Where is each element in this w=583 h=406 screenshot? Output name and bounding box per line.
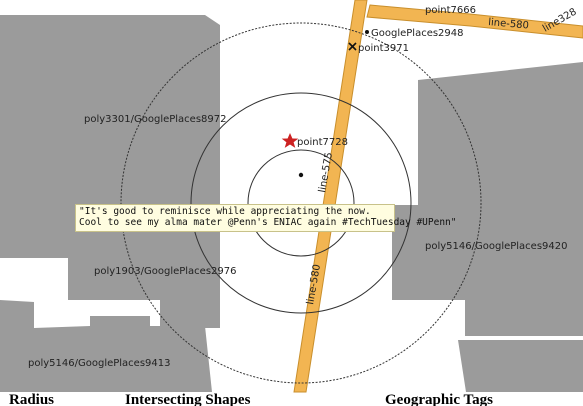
label-poly-top-left: poly3301/GooglePlaces8972 (84, 114, 227, 125)
polygon-bottom-left[interactable] (0, 300, 212, 392)
footer-radius: Radius (9, 392, 55, 406)
radius-circle-large (120, 22, 482, 384)
footer-legend: Radius Intersecting Shapes Geographic Ta… (0, 392, 583, 406)
label-poly-right: poly5146/GooglePlaces9420 (425, 241, 568, 252)
label-line-580-top: line-580 (488, 17, 530, 32)
footer-geographic-tags: Geographic Tags (385, 392, 493, 406)
label-poly-mid-left: poly1903/GooglePlaces2976 (94, 266, 237, 277)
label-point-dot: GooglePlaces2948 (371, 28, 464, 39)
road-line-top[interactable] (366, 4, 583, 39)
tweet-line-1: "It's good to reminisce while appreciati… (79, 206, 371, 217)
polygon-mid-left[interactable] (68, 235, 220, 328)
polygon-bottom-right[interactable] (458, 340, 583, 392)
tweet-popup[interactable] (75, 204, 395, 232)
label-point-star: point7728 (297, 137, 348, 148)
center-point-icon (298, 172, 304, 178)
x-marker-icon[interactable] (348, 42, 357, 51)
radius-circle-medium (190, 92, 412, 314)
tweet-line-2: Cool to see my alma mater @Penn's ENIAC … (79, 217, 457, 228)
polygon-right[interactable] (392, 62, 583, 336)
footer-intersecting-shapes: Intersecting Shapes (125, 392, 251, 406)
label-point-x: point3971 (358, 43, 409, 54)
road-line-580[interactable] (293, 0, 368, 393)
star-marker-icon[interactable] (281, 133, 299, 148)
label-poly-bottom-left: poly5146/GooglePlaces9413 (28, 358, 171, 369)
radius-circle-small (247, 149, 355, 257)
label-point-top: point7666 (425, 5, 476, 16)
tweet-text: "It's good to reminisce while appreciati… (79, 206, 457, 228)
dot-marker-icon[interactable] (365, 30, 369, 34)
